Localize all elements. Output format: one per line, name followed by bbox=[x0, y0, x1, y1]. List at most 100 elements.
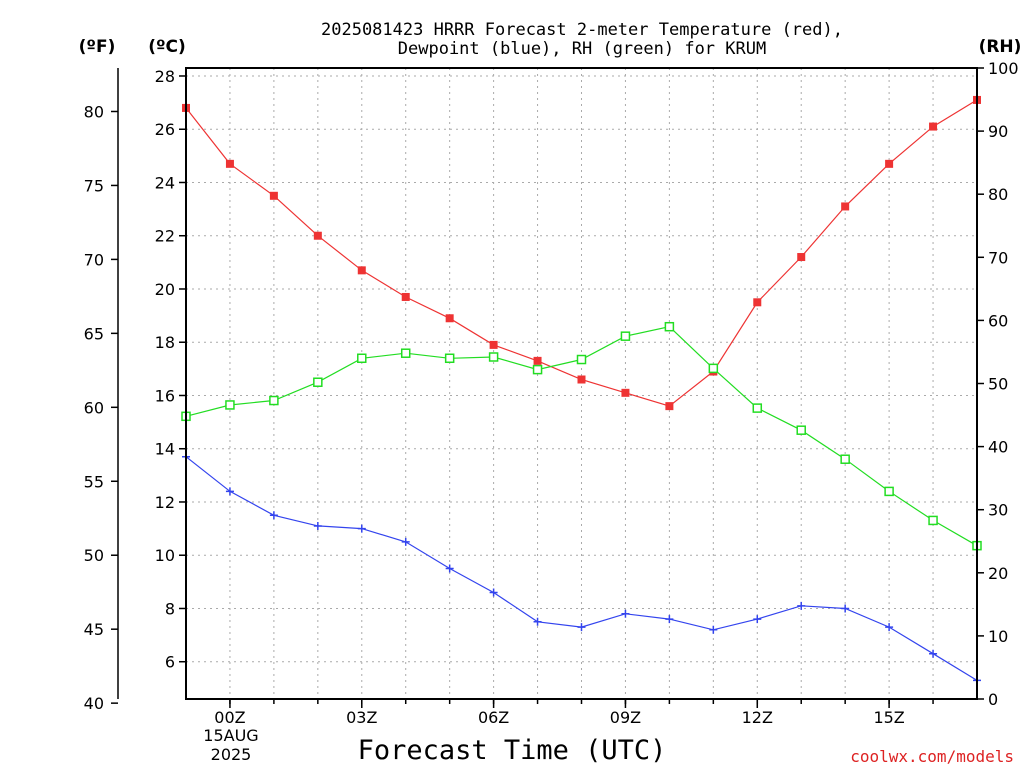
rh-point bbox=[400, 348, 411, 358]
rh-point bbox=[664, 321, 675, 332]
x-tick-label: 03Z bbox=[346, 708, 377, 727]
rh-tick-label: 10 bbox=[988, 627, 1008, 646]
fahrenheit-tick-label: 65 bbox=[84, 324, 104, 343]
temperature-point bbox=[445, 314, 454, 323]
temperature-point bbox=[885, 159, 894, 168]
fahrenheit-tick-label: 80 bbox=[84, 102, 104, 121]
fahrenheit-tick-label: 50 bbox=[84, 546, 104, 565]
x-tick-label: 00Z bbox=[214, 708, 245, 727]
rh-point bbox=[532, 364, 543, 375]
celsius-tick-label: 6 bbox=[165, 653, 175, 672]
credit-text: coolwx.com/models bbox=[850, 747, 1014, 766]
temperature-point bbox=[489, 340, 498, 349]
rh-point bbox=[313, 377, 323, 387]
axes: 6 8 10 12 14 16 18 20 22 24 26 28 40 45 50 55 60 65 70 75 80… bbox=[84, 59, 1019, 727]
rh-tick-label: 100 bbox=[988, 59, 1019, 78]
rh-point bbox=[488, 352, 499, 362]
celsius-tick-label: 18 bbox=[155, 333, 175, 352]
x-tick-label: 15Z bbox=[873, 708, 904, 727]
rh-tick-label: 40 bbox=[988, 438, 1008, 457]
fahrenheit-tick-label: 40 bbox=[84, 694, 104, 713]
rh-point bbox=[225, 400, 235, 410]
dewpoint-point bbox=[225, 487, 234, 496]
rh-point bbox=[796, 425, 806, 435]
celsius-unit-label: (ºC) bbox=[148, 37, 186, 57]
temperature-point bbox=[841, 202, 850, 211]
rh-point bbox=[444, 353, 455, 364]
rh-tick-label: 20 bbox=[988, 564, 1008, 583]
celsius-tick-label: 12 bbox=[155, 493, 175, 512]
rh-tick-label: 50 bbox=[988, 375, 1008, 394]
rh-tick-label: 60 bbox=[988, 311, 1008, 330]
dewpoint-point bbox=[929, 649, 938, 658]
x-tick-label: 09Z bbox=[610, 708, 641, 727]
temperature-point bbox=[929, 122, 938, 131]
celsius-tick-label: 8 bbox=[165, 599, 175, 618]
rh-unit-label: (RH) bbox=[979, 37, 1022, 57]
x-tick-label: 06Z bbox=[478, 708, 509, 727]
temperature-point bbox=[665, 402, 674, 411]
celsius-tick-label: 26 bbox=[155, 120, 175, 139]
date-label-line-1: 15AUG bbox=[203, 726, 258, 745]
rh-point bbox=[752, 403, 763, 413]
temperature-point bbox=[797, 253, 806, 262]
dewpoint-point bbox=[885, 623, 894, 632]
celsius-tick-label: 14 bbox=[155, 440, 175, 459]
temperature-point bbox=[357, 266, 366, 275]
rh-tick-label: 70 bbox=[988, 248, 1008, 267]
series-layer bbox=[181, 95, 982, 685]
rh-point bbox=[884, 486, 894, 497]
chart-subtitle: Dewpoint (blue), RH (green) for KRUM bbox=[398, 39, 766, 59]
x-axis-title: Forecast Time (UTC) bbox=[358, 735, 667, 766]
dewpoint-point bbox=[313, 521, 322, 530]
temperature-point bbox=[753, 298, 762, 307]
dewpoint-point bbox=[269, 511, 278, 520]
celsius-tick-label: 22 bbox=[155, 227, 175, 246]
dewpoint-point bbox=[753, 615, 762, 624]
x-tick-label: 12Z bbox=[742, 708, 773, 727]
chart-title: 2025081423 HRRR Forecast 2-meter Tempera… bbox=[321, 20, 843, 40]
dewpoint-line bbox=[185, 456, 978, 681]
rh-point bbox=[928, 515, 938, 526]
dewpoint-point bbox=[709, 625, 718, 634]
dewpoint-point bbox=[533, 617, 542, 626]
fahrenheit-unit-label: (ºF) bbox=[79, 37, 116, 57]
fahrenheit-tick-label: 60 bbox=[84, 398, 104, 417]
dewpoint-point bbox=[445, 564, 454, 573]
rh-point bbox=[840, 454, 850, 464]
celsius-tick-label: 24 bbox=[155, 173, 175, 192]
celsius-tick-label: 28 bbox=[155, 67, 175, 86]
temperature-point bbox=[621, 388, 630, 397]
rh-point bbox=[620, 331, 631, 341]
dewpoint-point bbox=[489, 588, 498, 597]
dewpoint-point bbox=[665, 615, 674, 624]
fahrenheit-tick-label: 70 bbox=[84, 250, 104, 269]
rh-point bbox=[708, 363, 719, 374]
dewpoint-point bbox=[841, 604, 850, 613]
dewpoint-point bbox=[357, 524, 366, 533]
celsius-tick-label: 20 bbox=[155, 280, 175, 299]
temperature-point bbox=[225, 159, 234, 168]
temperature-point bbox=[577, 375, 586, 384]
dewpoint-point bbox=[797, 601, 806, 610]
rh-tick-label: 90 bbox=[988, 122, 1008, 141]
temperature-point bbox=[401, 292, 410, 301]
celsius-tick-label: 10 bbox=[155, 546, 175, 565]
rh-point bbox=[576, 354, 587, 365]
fahrenheit-tick-label: 55 bbox=[84, 472, 104, 491]
rh-tick-label: 80 bbox=[988, 185, 1008, 204]
temperature-point bbox=[533, 356, 542, 365]
rh-point bbox=[357, 353, 367, 364]
celsius-tick-label: 16 bbox=[155, 386, 175, 405]
date-label-line-2: 2025 bbox=[211, 745, 252, 764]
rh-tick-label: 30 bbox=[988, 501, 1008, 520]
rh-point bbox=[269, 395, 279, 406]
temperature-point bbox=[269, 191, 278, 200]
dewpoint-point bbox=[401, 537, 410, 546]
fahrenheit-tick-label: 45 bbox=[84, 620, 104, 639]
dewpoint-point bbox=[577, 623, 586, 632]
rh-tick-label: 0 bbox=[988, 690, 998, 709]
temperature-point bbox=[313, 231, 322, 240]
dewpoint-point bbox=[621, 609, 630, 618]
